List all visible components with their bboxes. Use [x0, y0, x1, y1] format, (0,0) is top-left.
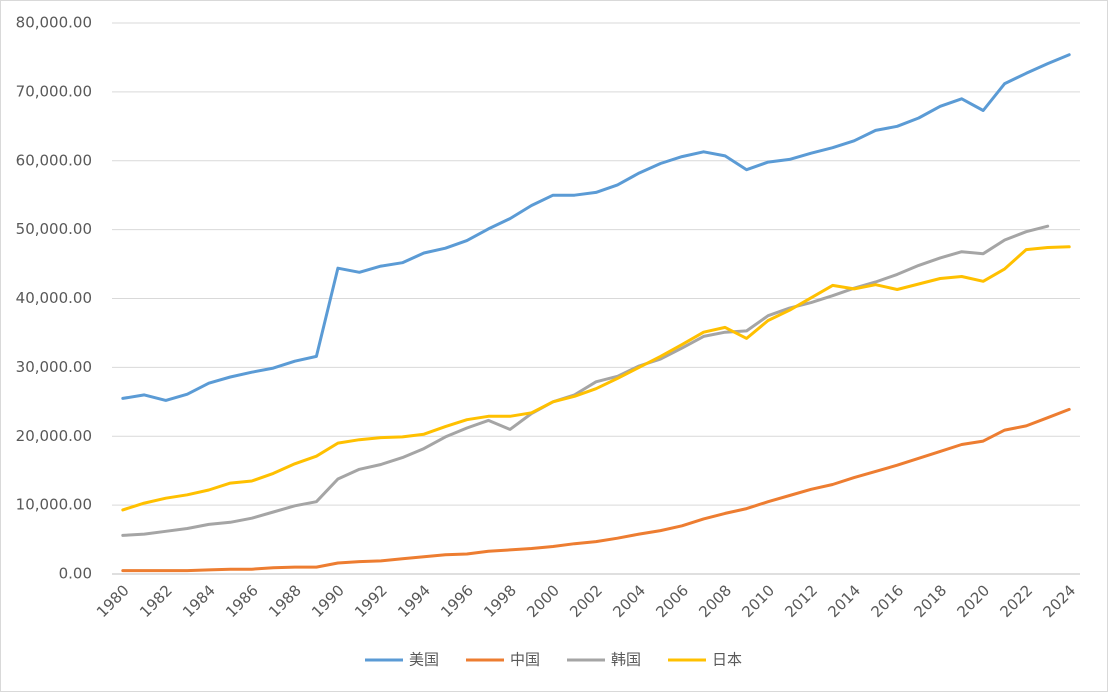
series-line — [121, 224, 1050, 537]
y-tick-label: 80,000.00 — [16, 14, 92, 32]
y-tick-label: 70,000.00 — [16, 82, 92, 100]
legend-label: 日本 — [712, 651, 742, 669]
legend-label: 美国 — [409, 651, 439, 669]
series-line — [121, 53, 1071, 402]
legend-label: 中国 — [510, 651, 540, 669]
series-line — [121, 245, 1071, 512]
y-tick-label: 40,000.00 — [16, 289, 92, 307]
y-tick-label: 50,000.00 — [16, 220, 92, 238]
y-tick-label: 60,000.00 — [16, 151, 92, 169]
y-tick-label: 10,000.00 — [16, 496, 92, 514]
y-tick-label: 20,000.00 — [16, 427, 92, 445]
legend-label: 韩国 — [611, 651, 641, 669]
y-tick-label: 0.00 — [59, 565, 92, 583]
series-line — [121, 407, 1071, 573]
y-tick-label: 30,000.00 — [16, 358, 92, 376]
